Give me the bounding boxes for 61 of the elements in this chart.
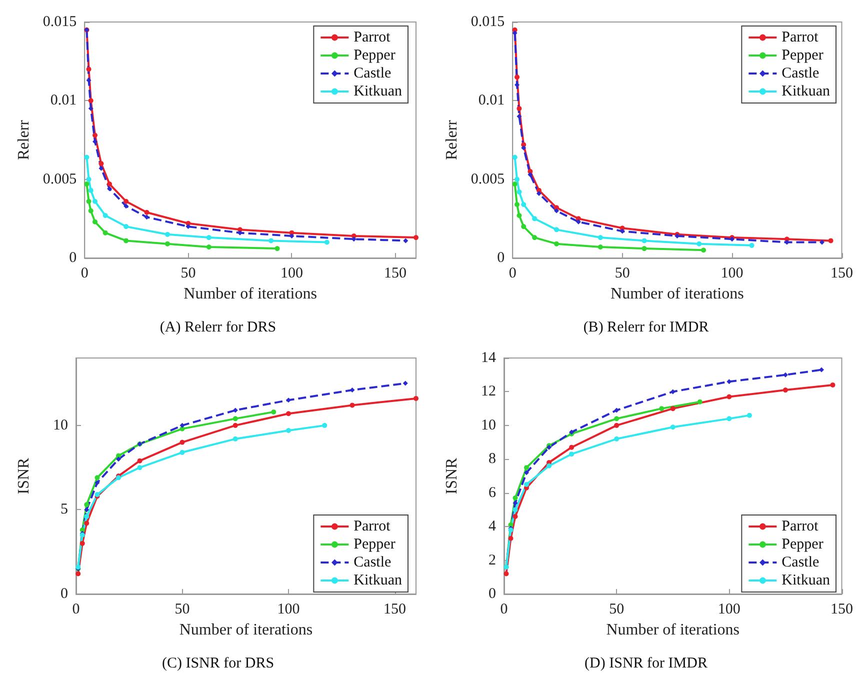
legend-label: Castle (782, 554, 820, 570)
x-axis-title: Number of iterations (179, 622, 313, 638)
x-tick-label: 100 (720, 266, 744, 282)
x-tick-label: 50 (609, 602, 624, 618)
y-tick-label: 14 (481, 350, 496, 366)
x-tick-label: 150 (830, 266, 853, 282)
y-tick-label: 0.015 (42, 14, 77, 30)
text: (C) ISNR for DRS (162, 656, 274, 672)
x-axis-title: Number of iterations (610, 286, 744, 302)
y-tick-label: 10 (53, 417, 68, 434)
legend-label: Parrot (354, 518, 392, 534)
x-tick-label: 50 (174, 602, 190, 618)
legend-label: Kitkuan (354, 84, 402, 100)
y-tick-label: 0.005 (42, 171, 77, 188)
legend-label: Pepper (354, 48, 396, 64)
x-tick-label: 0 (80, 266, 88, 282)
y-tick-label: 0 (497, 250, 505, 266)
legend-label: Parrot (782, 30, 820, 46)
x-tick-label: 100 (718, 602, 740, 618)
legend-label: Castle (354, 66, 392, 82)
legend-label: Parrot (354, 30, 392, 46)
x-tick-label: 150 (384, 602, 406, 618)
y-tick-label: 0.005 (470, 171, 505, 188)
text: (A) Relerr for DRS (160, 320, 276, 336)
legend-label: Kitkuan (782, 84, 830, 100)
y-tick-label: 10 (481, 417, 496, 434)
x-axis-title: Number of iterations (184, 286, 317, 302)
y-tick-label: 2 (488, 552, 496, 568)
x-tick-label: 50 (614, 266, 630, 282)
y-tick-label: 0 (60, 586, 68, 602)
text: (D) ISNR for IMDR (584, 656, 708, 672)
y-axis-title: Relerr (16, 119, 32, 160)
y-tick-label: 4 (488, 518, 496, 535)
x-tick-label: 0 (508, 266, 516, 282)
y-tick-label: 8 (488, 451, 496, 468)
y-tick-label: 0 (69, 250, 77, 266)
y-axis-title: ISNR (444, 457, 460, 494)
x-axis-title: Number of iterations (606, 622, 740, 638)
y-tick-label: 0 (488, 586, 496, 602)
y-tick-label: 0.01 (478, 92, 505, 109)
y-tick-label: 0.015 (470, 14, 505, 30)
legend-label: Kitkuan (782, 572, 830, 588)
legend-label: Castle (354, 554, 392, 570)
y-tick-label: 6 (488, 484, 496, 501)
x-tick-label: 150 (384, 266, 407, 282)
legend-label: Pepper (782, 48, 824, 64)
y-axis-title: Relerr (444, 119, 460, 160)
x-tick-label: 50 (180, 266, 196, 282)
legend-label: Kitkuan (354, 572, 402, 588)
x-tick-label: 100 (280, 266, 303, 282)
legend-label: Pepper (782, 536, 824, 552)
y-tick-label: 5 (60, 502, 68, 518)
legend-label: Parrot (782, 518, 820, 534)
y-tick-label: 12 (481, 384, 496, 400)
legend-label: Castle (782, 66, 820, 82)
x-tick-label: 150 (830, 602, 853, 618)
y-tick-label: 0.01 (50, 92, 77, 109)
legend-label: Pepper (354, 536, 396, 552)
text: (B) Relerr for IMDR (583, 320, 709, 336)
y-axis-title: ISNR (16, 457, 32, 494)
x-tick-label: 100 (277, 602, 300, 618)
